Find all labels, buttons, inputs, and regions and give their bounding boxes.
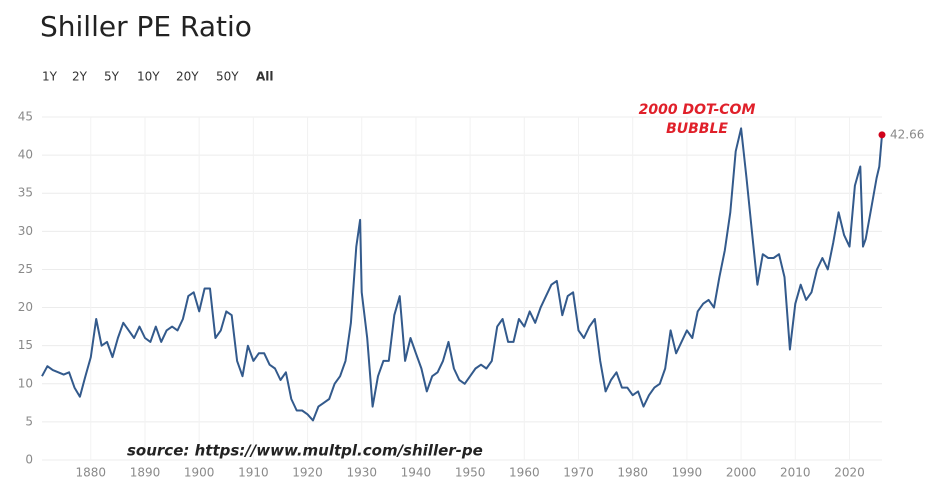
x-tick-label: 1970	[563, 466, 594, 480]
y-tick-label: 25	[18, 262, 33, 276]
range-button[interactable]: 5Y	[104, 70, 120, 84]
line-series	[41, 127, 883, 422]
x-tick-label: 1880	[76, 466, 107, 480]
end-value-label: 42.66	[890, 127, 924, 141]
x-tick-label: 1960	[509, 466, 540, 480]
x-tick-label: 1920	[292, 466, 323, 480]
y-tick-label: 0	[25, 453, 33, 467]
y-tick-label: 30	[18, 224, 33, 238]
annotation: 2000 DOT-COM	[639, 102, 756, 118]
annotation: BUBBLE	[666, 121, 728, 137]
y-tick-label: 5	[25, 414, 33, 428]
y-tick-label: 35	[18, 186, 33, 200]
y-tick-label: 45	[18, 110, 33, 124]
plot: 42.66 2000 DOT-COM BUBBLE	[41, 102, 924, 422]
x-tick-label: 1930	[346, 466, 377, 480]
grid: 0 5 10 15 20 25 30 35 40 45 1880 1890 1900 1910 1920 19…	[18, 110, 882, 480]
range-button[interactable]: 50Y	[216, 70, 239, 84]
y-tick-label: 20	[18, 300, 33, 314]
range-button[interactable]: 10Y	[137, 70, 160, 84]
range-button[interactable]: All	[256, 70, 274, 84]
chart-title: Shiller PE Ratio	[40, 10, 252, 43]
range-buttons: 1Y 2Y 5Y 10Y 20Y 50Y All	[42, 70, 274, 84]
x-tick-label: 1900	[184, 466, 215, 480]
x-tick-label: 1910	[238, 466, 269, 480]
source-note: source: https://www.multpl.com/shiller-p…	[127, 442, 483, 460]
x-tick-label: 1950	[455, 466, 486, 480]
range-button[interactable]: 2Y	[72, 70, 88, 84]
range-button[interactable]: 1Y	[42, 70, 58, 84]
y-tick-label: 10	[18, 376, 33, 390]
y-tick-label: 15	[18, 338, 33, 352]
x-tick-label: 2020	[834, 466, 865, 480]
x-tick-label: 2010	[780, 466, 811, 480]
x-tick-label: 1990	[672, 466, 703, 480]
x-tick-label: 1890	[130, 466, 161, 480]
x-tick-label: 1940	[401, 466, 432, 480]
y-tick-label: 40	[18, 148, 33, 162]
range-button[interactable]: 20Y	[176, 70, 199, 84]
x-tick-label: 1980	[617, 466, 648, 480]
end-marker	[878, 131, 886, 139]
x-tick-label: 2000	[726, 466, 757, 480]
